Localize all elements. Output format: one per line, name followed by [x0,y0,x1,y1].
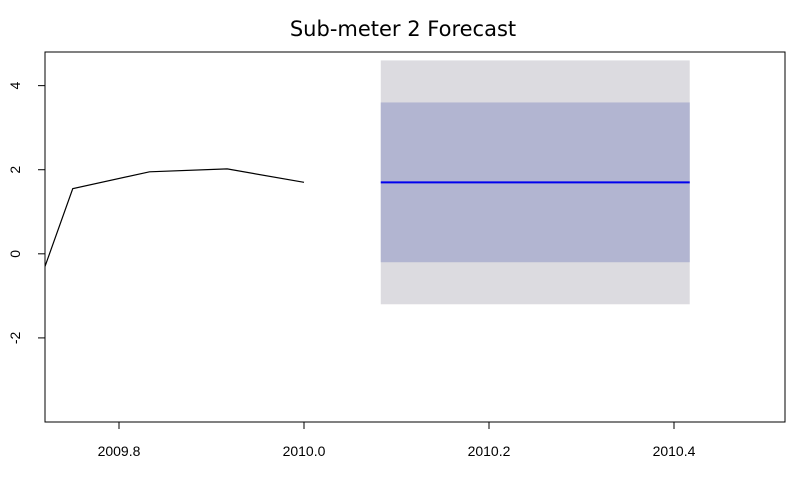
chart-lines [44,168,690,267]
x-tick-label: 2010.4 [653,443,696,459]
y-tick-label: -2 [7,331,23,344]
plot-box [44,51,786,423]
y-tick-label: 2 [7,166,23,174]
y-tick-label: 0 [7,250,23,258]
y-tick-label: 4 [7,82,23,90]
history-line [44,168,305,267]
y-axis: -2 0 2 4 [7,82,45,344]
chart-title: Sub-meter 2 Forecast [290,17,516,41]
x-tick-label: 2010.2 [468,443,511,459]
x-axis: 2009.8 2010.0 2010.2 2010.4 [98,422,696,459]
x-tick-label: 2009.8 [98,443,141,459]
x-tick-label: 2010.0 [283,443,326,459]
